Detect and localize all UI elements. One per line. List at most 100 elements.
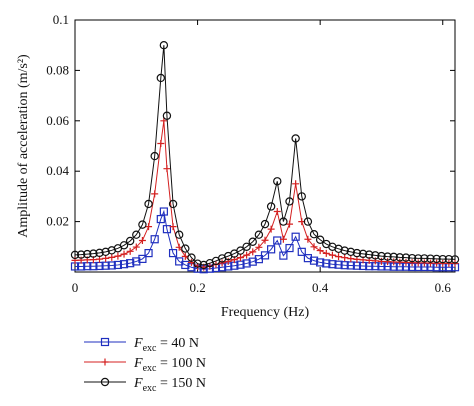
data-point: [444, 254, 454, 264]
legend-symbol: F: [133, 356, 143, 371]
data-point: [174, 230, 184, 239]
legend-label: Fexc = 150 N: [133, 376, 206, 394]
data-point: [242, 242, 251, 251]
data-point: [402, 258, 410, 266]
x-tick-label: 0.6: [435, 280, 452, 295]
data-point: [260, 219, 270, 229]
data-point: [168, 249, 178, 258]
data-point: [138, 254, 147, 263]
data-point: [126, 247, 134, 255]
data-point: [420, 254, 429, 263]
data-point: [322, 249, 330, 257]
legend-subscript: exc: [143, 343, 157, 354]
data-point: [414, 254, 423, 263]
series-3: [70, 41, 460, 270]
legend-item: Fexc = 150 N: [84, 376, 206, 394]
data-point: [102, 254, 110, 262]
data-point: [248, 257, 257, 266]
data-point: [445, 259, 453, 267]
data-point: [108, 253, 116, 261]
data-point: [401, 253, 411, 262]
data-point: [396, 258, 404, 266]
data-point: [150, 151, 159, 161]
data-point: [249, 248, 257, 256]
data-point: [199, 260, 208, 270]
y-tick-label: 0.1: [53, 12, 69, 27]
data-point: [254, 230, 264, 239]
data-point: [377, 251, 386, 261]
plot-area: [74, 19, 456, 273]
data-point: [193, 259, 202, 268]
legend-marker: [100, 337, 110, 347]
data-point: [341, 254, 349, 262]
legend-value: = 40 N: [156, 336, 199, 351]
data-point: [132, 243, 140, 251]
data-point: [292, 180, 300, 188]
data-point: [138, 237, 146, 244]
data-point: [334, 244, 343, 254]
data-point: [335, 253, 343, 261]
data-point: [304, 235, 312, 243]
data-point: [145, 223, 153, 231]
data-point: [113, 260, 123, 270]
data-point: [414, 259, 422, 267]
data-point: [125, 236, 135, 246]
legend-label: Fexc = 100 N: [133, 356, 206, 374]
data-point: [291, 134, 300, 143]
data-point: [236, 246, 245, 255]
data-point: [328, 251, 336, 259]
data-point: [236, 260, 245, 269]
data-point: [309, 256, 319, 265]
data-point: [364, 250, 374, 259]
data-point: [383, 252, 392, 261]
data-point: [138, 220, 147, 229]
data-point: [316, 247, 324, 255]
data-point: [346, 247, 356, 257]
data-point: [83, 249, 92, 259]
data-point: [156, 73, 166, 83]
data-point: [303, 254, 313, 263]
data-point: [260, 251, 270, 260]
data-point: [157, 139, 165, 147]
legend-value: = 100 N: [156, 356, 206, 371]
legend-subscript: exc: [143, 383, 157, 394]
x-tick-label: 0.2: [189, 280, 205, 295]
data-point: [371, 251, 380, 260]
legend-item: Fexc = 40 N: [84, 336, 199, 354]
data-point: [76, 250, 86, 259]
legend-marker: [101, 358, 109, 366]
data-point: [297, 247, 306, 256]
legend-item: Fexc = 100 N: [84, 356, 206, 374]
data-point: [389, 252, 398, 262]
data-point: [242, 259, 251, 268]
data-point: [120, 250, 128, 258]
data-point: [159, 207, 168, 216]
data-point: [426, 259, 434, 267]
legend-subscript: exc: [143, 363, 157, 374]
data-point: [352, 248, 362, 258]
y-axis-ticks: 0.02 0.04 0.06 0.08 0.1: [46, 12, 455, 229]
data-point: [438, 254, 447, 264]
legend-symbol: F: [133, 336, 143, 351]
data-point: [248, 237, 257, 246]
data-point: [316, 258, 325, 267]
data-point: [101, 247, 110, 257]
data-point: [89, 249, 98, 258]
legend-label: Fexc = 40 N: [133, 336, 199, 354]
data-point: [119, 260, 129, 269]
data-point: [273, 208, 281, 216]
x-tick-label: 0.4: [312, 280, 329, 295]
data-point: [224, 257, 232, 265]
y-tick-label: 0.02: [46, 214, 69, 229]
data-point: [279, 251, 288, 260]
legend-value: = 150 N: [156, 376, 206, 391]
data-point: [322, 259, 331, 268]
data-point: [279, 217, 288, 226]
series-layer: [70, 41, 460, 274]
data-point: [266, 202, 276, 211]
data-point: [408, 259, 416, 267]
data-point: [218, 259, 226, 267]
data-point: [150, 235, 159, 244]
data-point: [291, 232, 300, 241]
